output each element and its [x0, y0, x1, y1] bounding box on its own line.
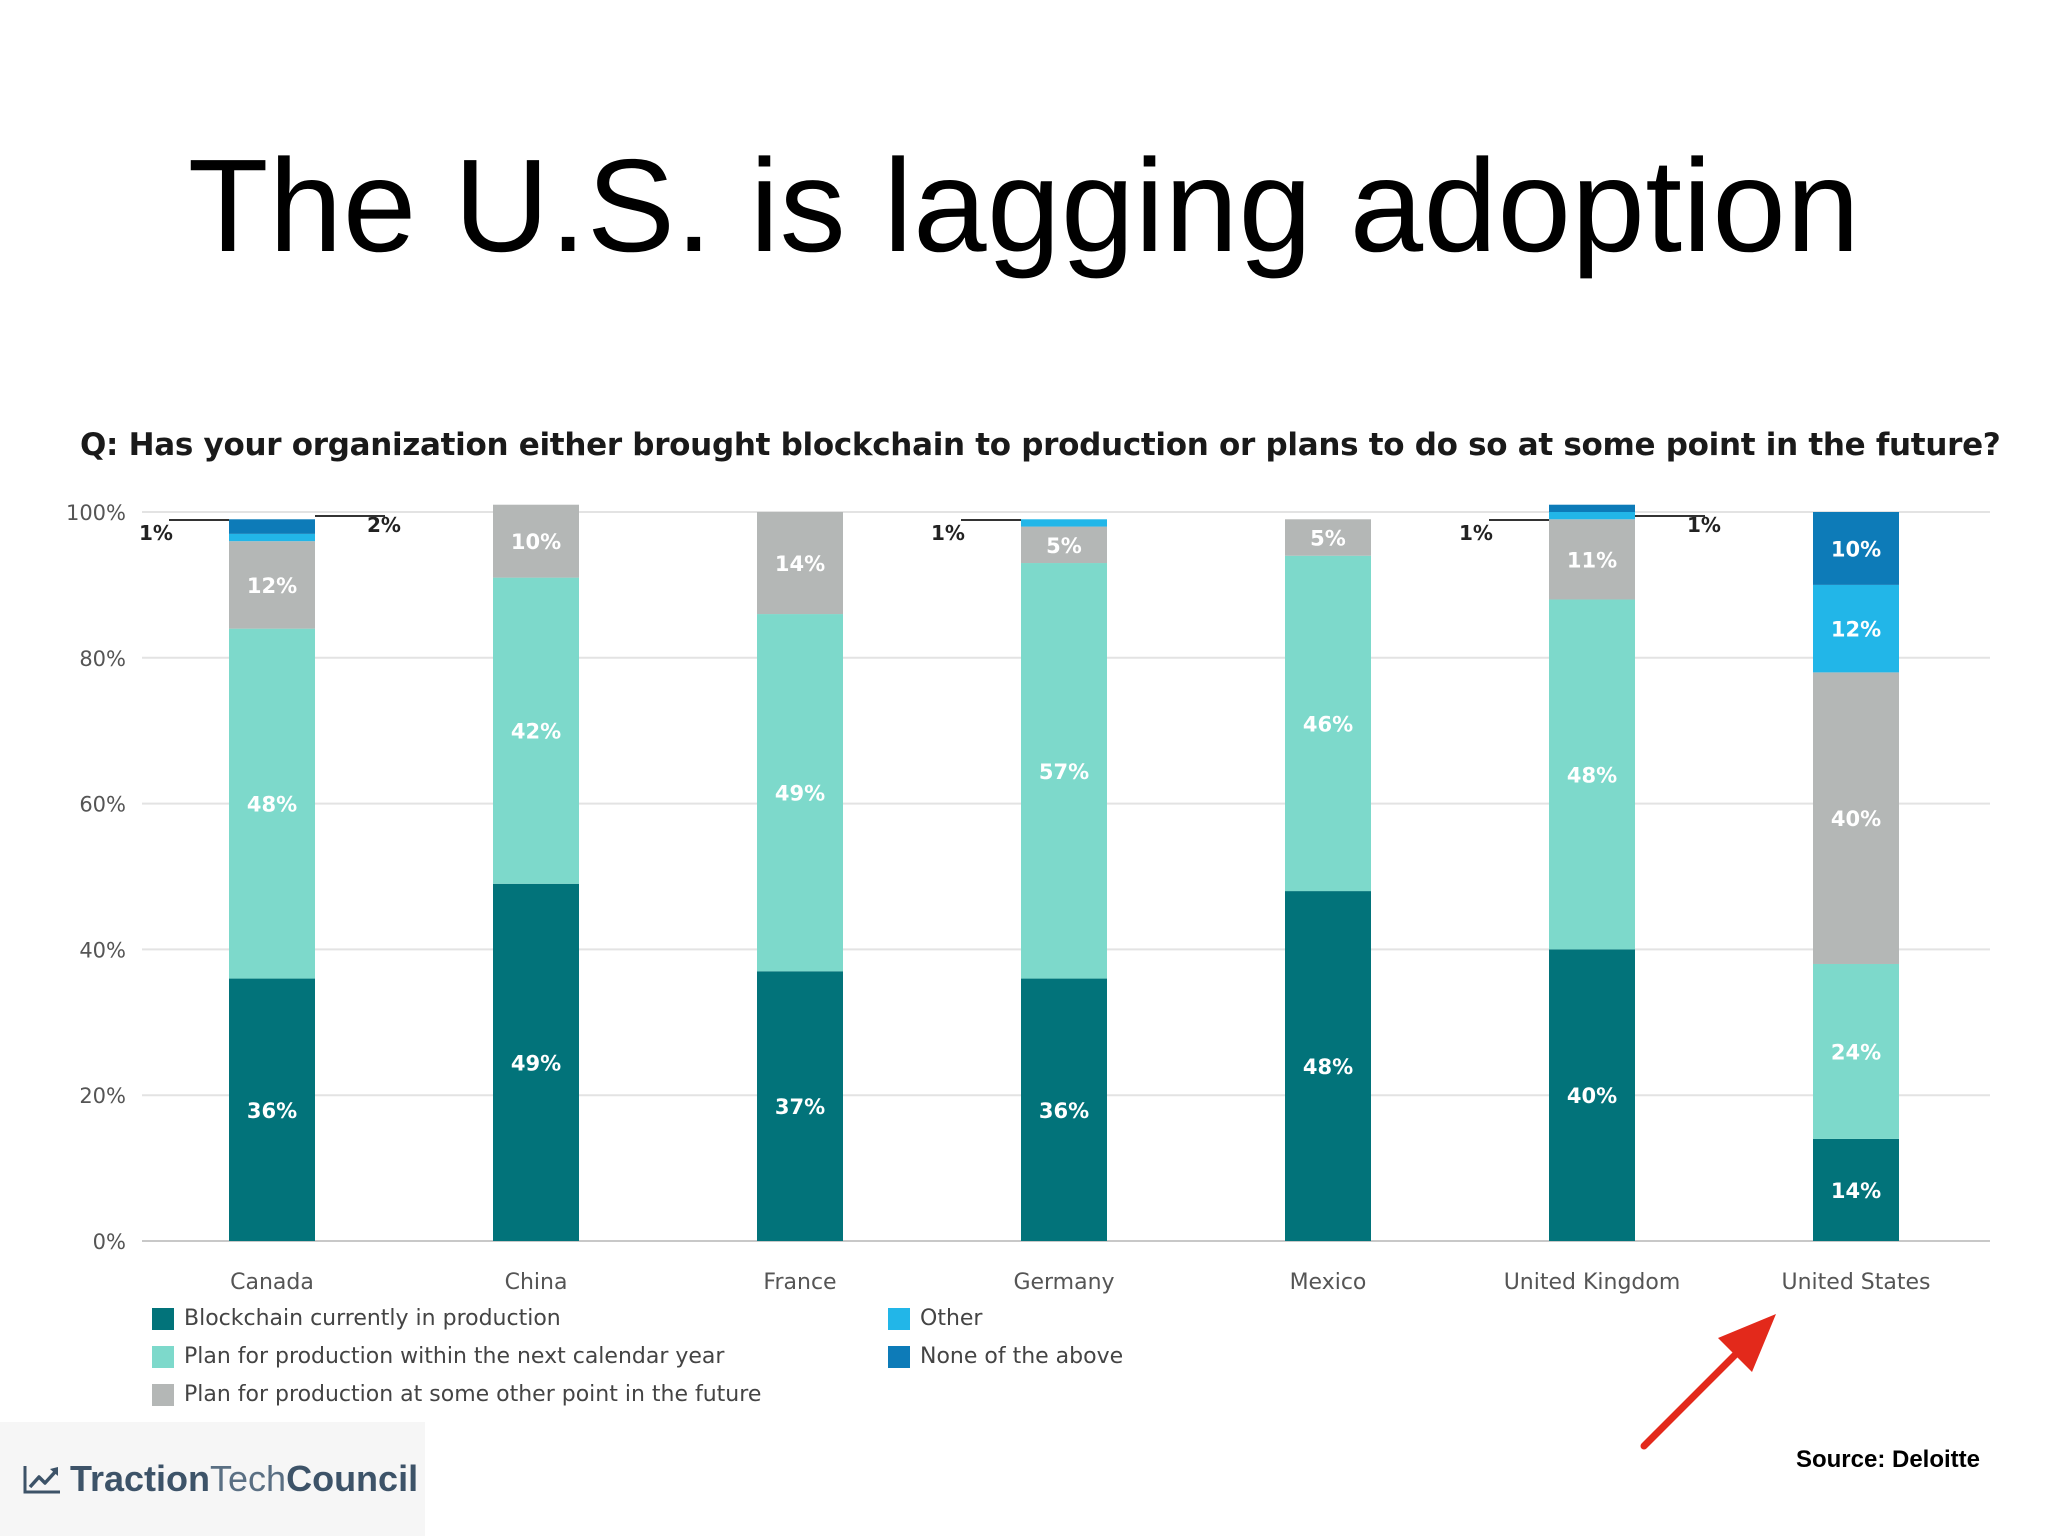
legend-swatch-none: [888, 1345, 910, 1368]
bar-segment-next-year: [493, 577, 579, 884]
arrow-head: [1718, 1314, 1776, 1372]
x-category-label: United Kingdom: [1504, 1270, 1681, 1295]
trend-chart-icon: [23, 1466, 60, 1494]
data-label: 49%: [511, 1051, 561, 1075]
legend-item-other: Other: [888, 1306, 982, 1331]
legend-label-future: Plan for production at some other point …: [184, 1382, 762, 1407]
bar-segment-other: [1813, 584, 1899, 673]
legend-item-none: None of the above: [888, 1344, 1123, 1369]
arrow-shaft: [1640, 1336, 1754, 1450]
bar-segment-next-year: [1813, 963, 1899, 1139]
stacked-bar-chart: 0% 20% 40% 60% 80% 100% 36% 48% 12% 1% 2% Canada 49%…: [66, 501, 1990, 1295]
bar-segment-production: [757, 971, 843, 1241]
data-label: 12%: [1831, 618, 1881, 642]
logo-text: TractionTechCouncil: [70, 1458, 419, 1499]
bar-segment-future: [1549, 519, 1635, 600]
data-label: 14%: [1831, 1179, 1881, 1203]
bar-segment-other: [229, 533, 315, 542]
legend-swatch-production: [152, 1307, 174, 1330]
bar-segment-next-year: [1021, 563, 1107, 979]
chart-question-title: Q: Has your organization either brought …: [80, 427, 2001, 463]
y-tick-label: 40%: [79, 938, 126, 962]
data-label: 49%: [775, 782, 825, 806]
bar-segment-production: [1285, 891, 1371, 1241]
x-category-label: China: [505, 1270, 568, 1295]
bar-segment-next-year: [757, 614, 843, 972]
legend-item-production: Blockchain currently in production: [152, 1306, 561, 1331]
data-label: 12%: [247, 574, 297, 598]
legend-item-future: Plan for production at some other point …: [152, 1382, 761, 1407]
x-category-label: Germany: [1013, 1270, 1114, 1295]
callout-label: 2%: [367, 513, 401, 537]
data-label: 37%: [775, 1095, 825, 1119]
data-label: 57%: [1039, 760, 1089, 784]
callout-label: 1%: [1459, 521, 1493, 545]
y-tick-label: 60%: [79, 793, 126, 817]
callout-label: 1%: [139, 521, 173, 545]
bar-segment-none: [229, 519, 315, 534]
data-label: 42%: [511, 720, 561, 744]
bar-segment-next-year: [1549, 599, 1635, 950]
x-category-label: France: [763, 1270, 836, 1295]
data-label: 10%: [511, 530, 561, 554]
traction-tech-council-logo: TractionTechCouncil: [0, 1422, 425, 1536]
data-label: 40%: [1831, 807, 1881, 831]
legend-label-none: None of the above: [920, 1344, 1124, 1369]
bar-segment-next-year: [229, 628, 315, 979]
bar-segment-production: [229, 978, 315, 1241]
bar-segment-production: [1549, 949, 1635, 1241]
legend-label-next-year: Plan for production within the next cale…: [184, 1344, 725, 1369]
legend-swatch-next-year: [152, 1345, 174, 1368]
bar-segment-future: [1021, 526, 1107, 564]
data-label: 48%: [1303, 1055, 1353, 1079]
bar-segment-none: [1549, 504, 1635, 512]
bar-segment-production: [1813, 1138, 1899, 1241]
bar-segment-future: [493, 504, 579, 578]
legend-item-next-year: Plan for production within the next cale…: [152, 1344, 724, 1369]
bar-segment-future: [1813, 672, 1899, 964]
y-tick-label: 100%: [66, 501, 126, 525]
y-tick-label: 20%: [79, 1084, 126, 1108]
legend-label-production: Blockchain currently in production: [184, 1306, 561, 1331]
bar-segment-next-year: [1285, 555, 1371, 892]
bar-segment-other: [1021, 519, 1107, 527]
bar-segment-production: [493, 883, 579, 1241]
legend-swatch-future: [152, 1383, 174, 1406]
y-tick-label: 0%: [93, 1230, 126, 1254]
data-label: 48%: [247, 793, 297, 817]
data-label: 46%: [1303, 712, 1353, 736]
x-category-label: Canada: [230, 1270, 314, 1295]
data-label: 5%: [1310, 527, 1346, 551]
source-citation: Source: Deloitte: [1795, 1446, 1980, 1473]
x-category-label: United States: [1782, 1270, 1931, 1295]
data-label: 5%: [1046, 534, 1082, 558]
callout-label: 1%: [1687, 513, 1721, 537]
data-label: 48%: [1567, 763, 1617, 787]
data-label: 14%: [775, 552, 825, 576]
y-tick-label: 80%: [79, 647, 126, 671]
data-label: 24%: [1831, 1040, 1881, 1064]
data-label: 36%: [1039, 1099, 1089, 1123]
legend-label-other: Other: [920, 1306, 983, 1331]
legend-swatch-other: [888, 1307, 910, 1330]
bar-segment-none: [1813, 512, 1899, 585]
slide-title: The U.S. is lagging adoption: [187, 132, 1861, 279]
data-label: 40%: [1567, 1084, 1617, 1108]
bar-segment-future: [229, 541, 315, 629]
bar-segment-other: [1549, 512, 1635, 520]
callout-label: 1%: [931, 521, 965, 545]
data-label: 10%: [1831, 537, 1881, 561]
x-category-label: Mexico: [1290, 1270, 1367, 1295]
bar-segment-future: [757, 512, 843, 615]
data-label: 11%: [1567, 548, 1617, 572]
data-label: 36%: [247, 1099, 297, 1123]
bar-segment-production: [1021, 978, 1107, 1241]
red-arrow-icon: [1640, 1314, 1776, 1450]
bar-segment-future: [1285, 519, 1371, 556]
